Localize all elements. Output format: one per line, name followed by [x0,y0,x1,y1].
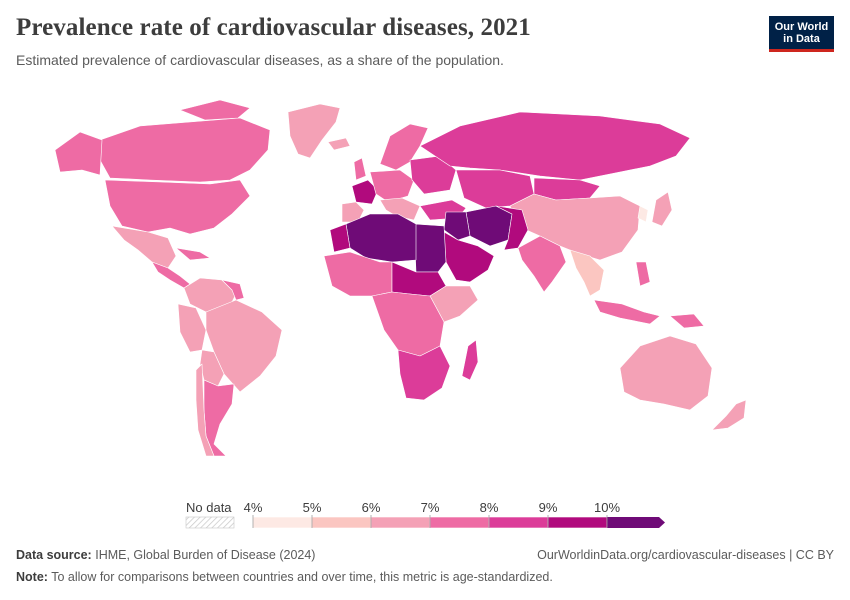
region-chile[interactable] [195,363,215,457]
legend-tick-6: 10% [594,500,620,515]
region-india[interactable] [517,235,567,293]
region-philippines[interactable] [635,261,651,287]
logo-line-1: Our World [774,21,829,33]
legend-bin-2[interactable] [370,516,431,529]
region-usa[interactable] [104,179,251,235]
legend-tick-3: 7% [421,500,440,515]
region-greenland[interactable] [287,103,341,159]
source-url-link[interactable]: OurWorldinData.org/cardiovascular-diseas… [537,548,834,562]
note-label: Note: [16,570,48,584]
region-central-america[interactable] [151,261,191,289]
legend-no-data-label: No data [186,500,232,515]
region-iran[interactable] [465,205,513,247]
region-new-zealand[interactable] [711,399,747,431]
region-brazil[interactable] [205,299,283,393]
region-italy-balkans[interactable] [379,197,421,221]
map-legend: No data 4% 5% 6% 7% 8% 9% 10% [185,500,665,529]
region-france[interactable] [351,179,379,205]
region-australia[interactable] [619,335,713,411]
legend-tick-5: 9% [539,500,558,515]
region-afghanistan-pakistan[interactable] [495,205,529,251]
region-scandinavia[interactable] [379,123,429,171]
region-central-africa[interactable] [371,291,445,357]
region-iberia[interactable] [341,201,365,223]
legend-bin-5[interactable] [547,516,608,529]
legend-bin-1[interactable] [311,516,372,529]
legend-tick-2: 6% [362,500,381,515]
data-source-text: IHME, Global Burden of Disease (2024) [95,548,316,562]
region-guianas[interactable] [221,279,245,301]
region-peru[interactable] [177,303,207,353]
region-indonesia[interactable] [593,299,661,325]
region-japan[interactable] [651,191,673,227]
logo-line-2: in Data [783,33,820,45]
region-canada[interactable] [99,117,271,183]
region-alaska[interactable] [54,131,103,176]
region-arctic-islands[interactable] [179,99,251,121]
region-caribbean[interactable] [175,247,211,261]
note-line: Note: To allow for comparisons between c… [16,570,553,584]
chart-subtitle: Estimated prevalence of cardiovascular d… [16,52,504,68]
legend-tick-4: 8% [480,500,499,515]
region-korea[interactable] [637,205,649,223]
region-arabia[interactable] [443,231,495,283]
region-central-europe[interactable] [369,169,415,203]
region-iceland[interactable] [327,137,351,151]
region-egypt[interactable] [413,223,447,273]
note-text: To allow for comparisons between countri… [51,570,553,584]
region-madagascar[interactable] [461,339,479,381]
legend-bin-0[interactable] [252,516,313,529]
region-mexico[interactable] [111,225,177,269]
legend-tick-1: 5% [303,500,322,515]
region-uk[interactable] [353,157,367,181]
region-north-south-america[interactable] [183,277,237,313]
region-north-africa[interactable] [345,213,417,263]
data-source-label: Data source: [16,548,92,562]
world-map[interactable] [0,80,850,485]
data-source-line: Data source: IHME, Global Burden of Dise… [16,548,315,562]
owid-logo[interactable]: Our World in Data [769,16,834,52]
chart-title: Prevalence rate of cardiovascular diseas… [16,14,531,41]
legend-bin-6[interactable] [607,517,665,528]
region-papua[interactable] [669,313,705,329]
legend-bin-4[interactable] [488,516,549,529]
legend-bin-3[interactable] [429,516,490,529]
region-russia[interactable] [419,111,691,181]
legend-no-data-swatch [185,516,235,529]
legend-tick-0: 4% [244,500,263,515]
region-morocco[interactable] [329,223,351,253]
region-southeast-asia[interactable] [569,249,605,297]
region-southern-africa[interactable] [397,345,451,401]
